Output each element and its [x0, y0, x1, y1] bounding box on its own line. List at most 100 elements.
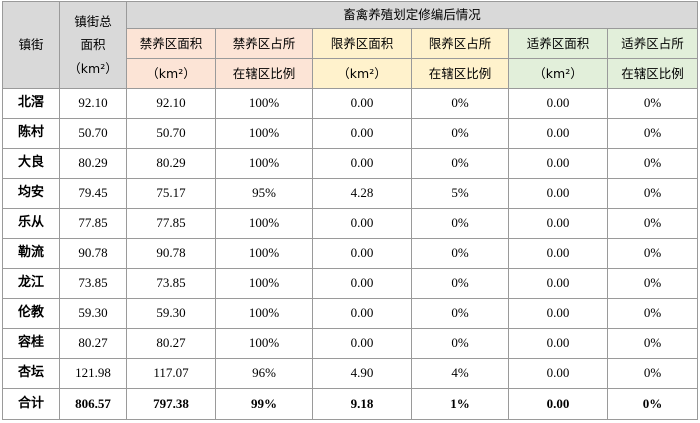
cell-restricted-area: 0.00 — [312, 118, 412, 149]
cell-prohibited-area: 797.38 — [126, 388, 216, 420]
cell-prohibited-ratio: 100% — [215, 118, 313, 149]
cell-restricted-ratio: 0% — [411, 148, 509, 179]
cell-restricted-ratio: 0% — [411, 88, 509, 119]
cell-suitable-area: 0.00 — [508, 328, 608, 359]
cell-prohibited-area: 80.29 — [126, 148, 216, 179]
cell-total-area: 50.70 — [59, 118, 127, 149]
header-restricted-ratio: 限养区占所 — [411, 28, 509, 59]
cell-town: 容桂 — [2, 328, 60, 359]
cell-restricted-area: 0.00 — [312, 298, 412, 329]
cell-prohibited-ratio: 95% — [215, 178, 313, 209]
cell-restricted-area: 0.00 — [312, 148, 412, 179]
cell-town: 均安 — [2, 178, 60, 209]
cell-town: 乐从 — [2, 208, 60, 239]
header-group-title: 畜禽养殖划定修编后情况 — [126, 1, 698, 29]
cell-prohibited-area: 75.17 — [126, 178, 216, 209]
cell-restricted-ratio: 0% — [411, 118, 509, 149]
cell-restricted-area: 0.00 — [312, 208, 412, 239]
cell-total-area: 92.10 — [59, 88, 127, 119]
cell-prohibited-ratio: 100% — [215, 328, 313, 359]
cell-suitable-ratio: 0% — [607, 178, 698, 209]
table-row: 伦教 59.30 59.30 100% 0.00 0% 0.00 0% — [2, 298, 698, 329]
cell-prohibited-area: 77.85 — [126, 208, 216, 239]
cell-suitable-ratio: 0% — [607, 388, 698, 420]
header-restricted-area-unit: （km²） — [312, 58, 412, 89]
cell-prohibited-ratio: 100% — [215, 148, 313, 179]
cell-suitable-ratio: 0% — [607, 238, 698, 269]
table-row: 乐从 77.85 77.85 100% 0.00 0% 0.00 0% — [2, 208, 698, 239]
cell-total-area: 59.30 — [59, 298, 127, 329]
cell-total-area: 80.29 — [59, 148, 127, 179]
header-suitable-area: 适养区面积 — [508, 28, 608, 59]
cell-restricted-area: 9.18 — [312, 388, 412, 420]
cell-prohibited-ratio: 100% — [215, 208, 313, 239]
cell-total-area: 73.85 — [59, 268, 127, 299]
cell-total-area: 806.57 — [59, 388, 127, 420]
header-town: 镇街 — [2, 1, 60, 89]
cell-suitable-area: 0.00 — [508, 298, 608, 329]
table-row: 陈村 50.70 50.70 100% 0.00 0% 0.00 0% — [2, 118, 698, 149]
header-suitable-area-unit: （km²） — [508, 58, 608, 89]
cell-prohibited-area: 50.70 — [126, 118, 216, 149]
header-prohibited-area: 禁养区面积 — [126, 28, 216, 59]
table-row: 杏坛 121.98 117.07 96% 4.90 4% 0.00 0% — [2, 358, 698, 389]
cell-suitable-area: 0.00 — [508, 88, 608, 119]
cell-suitable-area: 0.00 — [508, 358, 608, 389]
cell-total-area: 79.45 — [59, 178, 127, 209]
cell-prohibited-ratio: 99% — [215, 388, 313, 420]
cell-suitable-area: 0.00 — [508, 268, 608, 299]
cell-restricted-ratio: 0% — [411, 238, 509, 269]
cell-suitable-area: 0.00 — [508, 238, 608, 269]
header-restricted-area: 限养区面积 — [312, 28, 412, 59]
cell-prohibited-ratio: 96% — [215, 358, 313, 389]
cell-suitable-ratio: 0% — [607, 118, 698, 149]
cell-prohibited-area: 92.10 — [126, 88, 216, 119]
cell-restricted-area: 4.90 — [312, 358, 412, 389]
header-prohibited-ratio-line2: 在辖区比例 — [215, 58, 313, 89]
header-suitable-ratio: 适养区占所 — [607, 28, 698, 59]
cell-prohibited-ratio: 100% — [215, 238, 313, 269]
header-total-area-line1: 镇街总 — [74, 13, 112, 29]
cell-restricted-ratio: 0% — [411, 268, 509, 299]
cell-town: 合计 — [2, 388, 60, 420]
cell-restricted-ratio: 5% — [411, 178, 509, 209]
cell-town: 勒流 — [2, 238, 60, 269]
cell-total-area: 80.27 — [59, 328, 127, 359]
cell-suitable-area: 0.00 — [508, 148, 608, 179]
cell-prohibited-area: 90.78 — [126, 238, 216, 269]
cell-restricted-ratio: 0% — [411, 328, 509, 359]
cell-prohibited-area: 73.85 — [126, 268, 216, 299]
cell-restricted-area: 0.00 — [312, 238, 412, 269]
table-body: 北滘 92.10 92.10 100% 0.00 0% 0.00 0% 陈村 50.70 50.70… — [2, 88, 698, 420]
cell-suitable-ratio: 0% — [607, 88, 698, 119]
table-row: 容桂 80.27 80.27 100% 0.00 0% 0.00 0% — [2, 328, 698, 359]
cell-town: 杏坛 — [2, 358, 60, 389]
cell-restricted-ratio: 1% — [411, 388, 509, 420]
cell-suitable-ratio: 0% — [607, 148, 698, 179]
cell-total-area: 121.98 — [59, 358, 127, 389]
cell-suitable-area: 0.00 — [508, 388, 608, 420]
cell-restricted-area: 0.00 — [312, 88, 412, 119]
cell-prohibited-ratio: 100% — [215, 298, 313, 329]
cell-suitable-ratio: 0% — [607, 268, 698, 299]
table-row: 勒流 90.78 90.78 100% 0.00 0% 0.00 0% — [2, 238, 698, 269]
table-row: 龙江 73.85 73.85 100% 0.00 0% 0.00 0% — [2, 268, 698, 299]
header-total-area-line2: 面积 — [80, 37, 106, 53]
header-total-area: 镇街总 面积 （km²） — [59, 1, 127, 89]
header-suitable-ratio-line2: 在辖区比例 — [607, 58, 698, 89]
cell-suitable-ratio: 0% — [607, 328, 698, 359]
cell-suitable-area: 0.00 — [508, 178, 608, 209]
cell-town: 大良 — [2, 148, 60, 179]
cell-restricted-area: 4.28 — [312, 178, 412, 209]
header-total-area-unit: （km²） — [68, 60, 118, 76]
total-row: 合计 806.57 797.38 99% 9.18 1% 0.00 0% — [2, 388, 698, 420]
cell-suitable-area: 0.00 — [508, 208, 608, 239]
cell-town: 龙江 — [2, 268, 60, 299]
cell-town: 陈村 — [2, 118, 60, 149]
cell-prohibited-ratio: 100% — [215, 268, 313, 299]
cell-suitable-ratio: 0% — [607, 358, 698, 389]
cell-restricted-ratio: 0% — [411, 298, 509, 329]
header-prohibited-area-unit: （km²） — [126, 58, 216, 89]
cell-restricted-ratio: 4% — [411, 358, 509, 389]
